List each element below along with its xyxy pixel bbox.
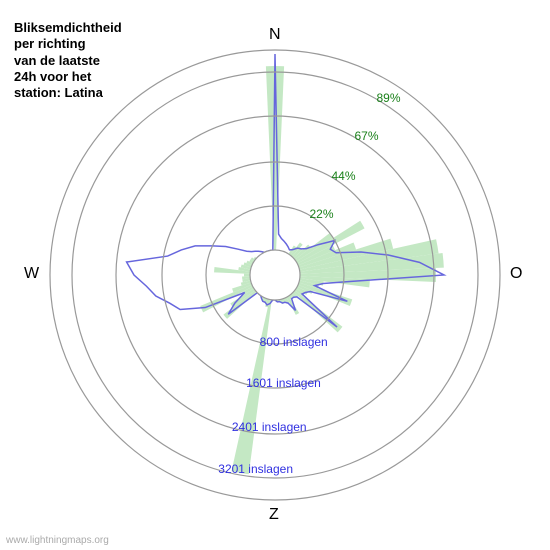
cardinal-w: W	[24, 265, 39, 283]
strike-label: 1601 inslagen	[246, 376, 321, 390]
strike-label: 3201 inslagen	[218, 462, 293, 476]
pct-label: 44%	[332, 169, 356, 183]
chart-container: Bliksemdichtheid per richting van de laa…	[0, 0, 550, 550]
pct-label: 89%	[377, 91, 401, 105]
chart-title: Bliksemdichtheid per richting van de laa…	[14, 20, 122, 101]
pct-label: 22%	[310, 207, 334, 221]
cardinal-e: O	[510, 265, 522, 283]
strike-label: 2401 inslagen	[232, 420, 307, 434]
strike-label: 800 inslagen	[260, 335, 328, 349]
cardinal-s: Z	[269, 506, 279, 524]
cardinal-n: N	[269, 26, 281, 44]
pct-label: 67%	[355, 129, 379, 143]
footer-credit: www.lightningmaps.org	[6, 535, 109, 546]
